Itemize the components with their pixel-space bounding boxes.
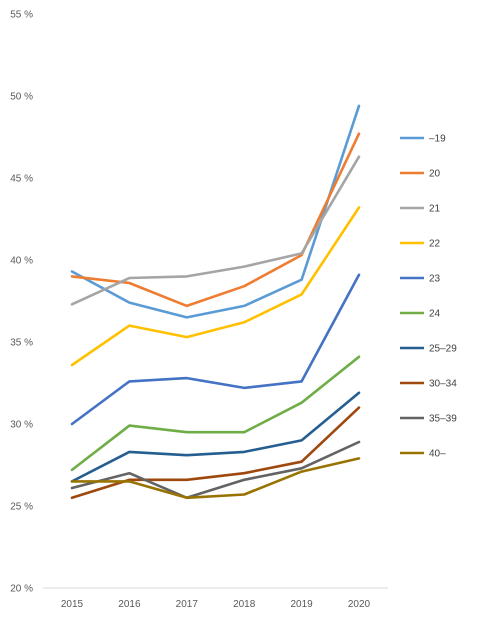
legend-item: 40– [400,449,446,460]
legend-item: 35–39 [400,414,457,425]
legend-label: 40– [429,449,446,460]
series-line-4 [70,273,361,426]
y-tick-label: 50 % [10,92,33,103]
legend-label: 35–39 [429,414,457,425]
x-axis: 2015 2016 2017 2018 2019 2020 [43,587,388,610]
legend-label: 22 [429,239,441,250]
legend-label: 25–29 [429,344,457,355]
x-tick-label: 2017 [176,599,199,610]
series-line-9 [70,457,361,500]
series-line-7 [70,406,361,500]
x-tick-label: 2020 [348,599,371,610]
x-tick-label: 2016 [118,599,141,610]
legend-label: 30–34 [429,379,457,390]
series-line-3 [70,206,361,367]
series-line-8 [70,440,361,500]
legend-item: 22 [400,239,441,250]
legend-item: 30–34 [400,379,457,390]
series-line-0 [70,104,361,319]
legend-label: 20 [429,169,441,180]
x-tick-label: 2019 [290,599,313,610]
legend-label: 21 [429,204,441,215]
y-tick-label: 45 % [10,174,33,185]
y-axis: 20 % 25 % 30 % 35 % 40 % 45 % 50 % 55 % [10,10,33,595]
legend-item: 20 [400,169,441,180]
series-layer [70,104,361,500]
y-tick-label: 55 % [10,10,33,21]
legend-label: 23 [429,274,441,285]
legend-item: 21 [400,204,441,215]
series-line-2 [70,155,361,306]
series-line-6 [70,391,361,483]
legend-item: 25–29 [400,344,457,355]
legend-label: –19 [429,134,446,145]
series-line-5 [70,355,361,472]
y-tick-label: 20 % [10,584,33,595]
x-tick-label: 2015 [61,599,84,610]
legend-item: 24 [400,309,441,320]
y-tick-label: 25 % [10,502,33,513]
legend-item: 23 [400,274,441,285]
y-tick-label: 30 % [10,420,33,431]
legend: –19 20 21 22 23 24 25–29 30–34 35–39 40– [400,134,457,460]
legend-label: 24 [429,309,441,320]
y-tick-label: 40 % [10,256,33,267]
y-tick-label: 35 % [10,338,33,349]
legend-item: –19 [400,134,446,145]
x-tick-label: 2018 [233,599,256,610]
